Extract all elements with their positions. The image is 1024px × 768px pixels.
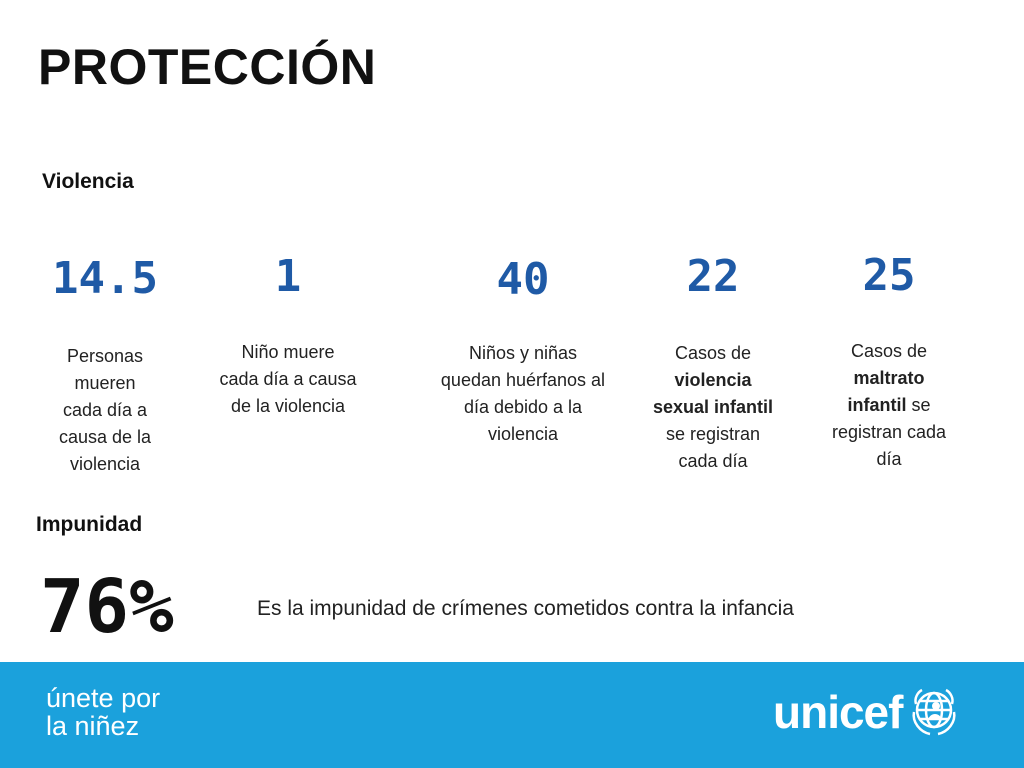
stat-value: 1	[274, 251, 302, 302]
globe-emblem-icon	[906, 682, 962, 743]
impunity-heading: Impunidad	[36, 513, 143, 536]
stat-card-sexual-violence: 22 Casos de violencia sexual infantil se…	[638, 255, 788, 485]
logo-wordmark: unicef	[773, 686, 903, 738]
stat-description: Niños y niñas quedan huérfanos al día de…	[440, 343, 606, 444]
unicef-logo: unicef	[773, 682, 962, 742]
stat-value: 14.5	[52, 253, 158, 304]
impunity-description: Es la impunidad de crímenes cometidos co…	[257, 597, 794, 620]
stat-description: Casos de violencia sexual infantil se re…	[652, 343, 774, 471]
stat-description: Personas mueren cada día a causa de la v…	[58, 346, 152, 474]
stat-value: 40	[496, 254, 550, 305]
impunity-value: 76%	[40, 564, 174, 650]
stat-card-people-die: 14.5 Personas mueren cada día a causa de…	[30, 255, 180, 485]
stat-card-orphans: 40 Niños y niñas quedan huérfanos al día…	[418, 258, 628, 488]
stat-card-child-dies: 1 Niño muere cada día a causa de la viol…	[203, 255, 373, 485]
stat-description: Casos de maltrato infantil se registran …	[831, 341, 947, 469]
stat-value: 22	[686, 251, 740, 302]
stat-value: 25	[862, 250, 916, 301]
stat-description: Niño muere cada día a causa de la violen…	[219, 342, 357, 416]
slogan: únete por la niñez	[46, 683, 161, 741]
page-title: PROTECCIÓN	[38, 39, 377, 95]
stat-card-abuse: 25 Casos de maltrato infantil se registr…	[813, 254, 965, 484]
footer-banner: únete por la niñez unicef	[0, 662, 1024, 768]
violence-heading: Violencia	[42, 170, 134, 193]
